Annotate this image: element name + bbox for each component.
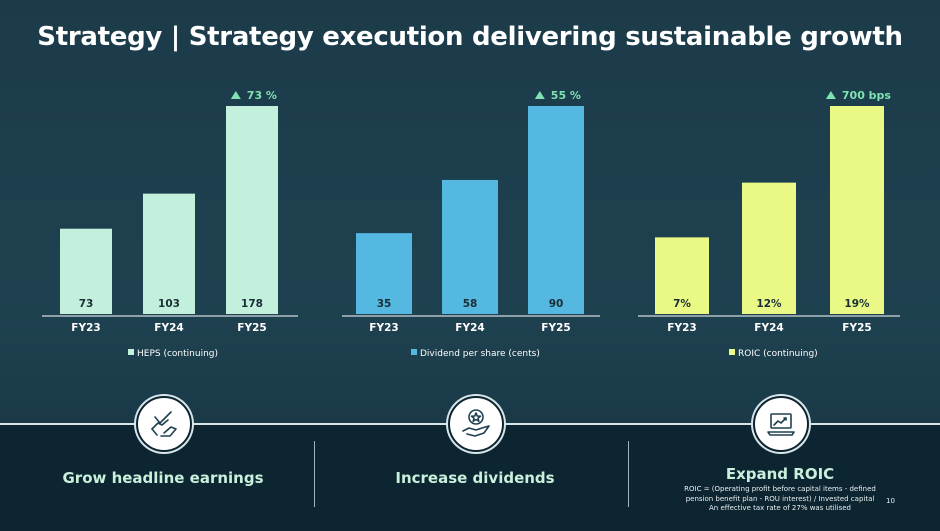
category-label: FY25 [842,322,871,334]
bar-fy25 [830,106,884,314]
charts-area: 73 FY23 103 FY24 178 FY25 73 % HEPS (continuing… [42,89,900,359]
hand-star-icon [448,396,504,452]
bar-fy25 [528,106,584,314]
roic-footnote: ROIC = (Operating profit before capital … [640,485,920,514]
data-label: 7% [673,298,691,310]
data-label: 58 [463,298,478,310]
page-number: 10 [886,497,895,505]
chart-dividend: 35 FY23 58 FY24 90 FY25 55 % Dividend per share… [342,89,600,359]
category-label: FY25 [541,322,570,334]
growth-arrow-icon [230,91,241,99]
growth-arrow-icon [534,91,545,99]
growth-arrow-icon [825,91,836,99]
caption-increase-dividends: Increase dividends [395,469,555,487]
data-label: 12% [756,298,782,310]
growth-label: 73 % [247,89,277,102]
bar-fy24 [143,193,195,314]
chart-heps: 73 FY23 103 FY24 178 FY25 73 % HEPS (continuing… [42,89,298,359]
category-label: FY24 [455,322,484,334]
data-label: 103 [158,298,180,310]
growth-label: 700 bps [842,89,892,102]
data-label: 73 [79,298,94,310]
data-label: 19% [844,298,870,310]
category-label: FY24 [754,322,783,334]
footnote-line: ROIC = (Operating profit before capital … [684,485,876,493]
legend-label: Dividend per share (cents) [420,349,540,359]
bar-fy23 [655,237,709,314]
category-label: FY23 [369,322,398,334]
data-label: 90 [549,298,564,310]
data-label: 35 [377,298,392,310]
growth-label: 55 % [551,89,581,102]
bar-fy24 [742,182,796,314]
legend-label: HEPS (continuing) [137,349,218,359]
divider-left [314,441,315,507]
category-label: FY23 [667,322,696,334]
category-label: FY23 [71,322,100,334]
legend-swatch [729,349,735,355]
data-label: 178 [241,298,263,310]
laptop-chart-icon [753,396,809,452]
divider-right [628,441,629,507]
caption-grow-headline-earnings: Grow headline earnings [62,469,264,487]
footnote-line: An effective tax rate of 27% was utilise… [709,504,851,512]
legend-swatch [411,349,417,355]
category-label: FY24 [154,322,183,334]
bar-fy25 [226,106,278,314]
chart-roic: 7% FY23 12% FY24 19% FY25 700 bps ROIC (continu… [638,89,900,359]
bar-fy23 [60,228,112,314]
caption-expand-roic: Expand ROIC [725,465,835,483]
legend-swatch [128,349,134,355]
bar-fy23 [356,233,412,314]
hand-check-icon [136,396,192,452]
bar-fy24 [442,179,498,314]
legend-label: ROIC (continuing) [738,349,818,359]
page-title: Strategy | Strategy execution delivering… [37,22,903,52]
footnote-line: pension benefit plan - ROU interest) / I… [685,494,875,503]
category-label: FY25 [237,322,266,334]
